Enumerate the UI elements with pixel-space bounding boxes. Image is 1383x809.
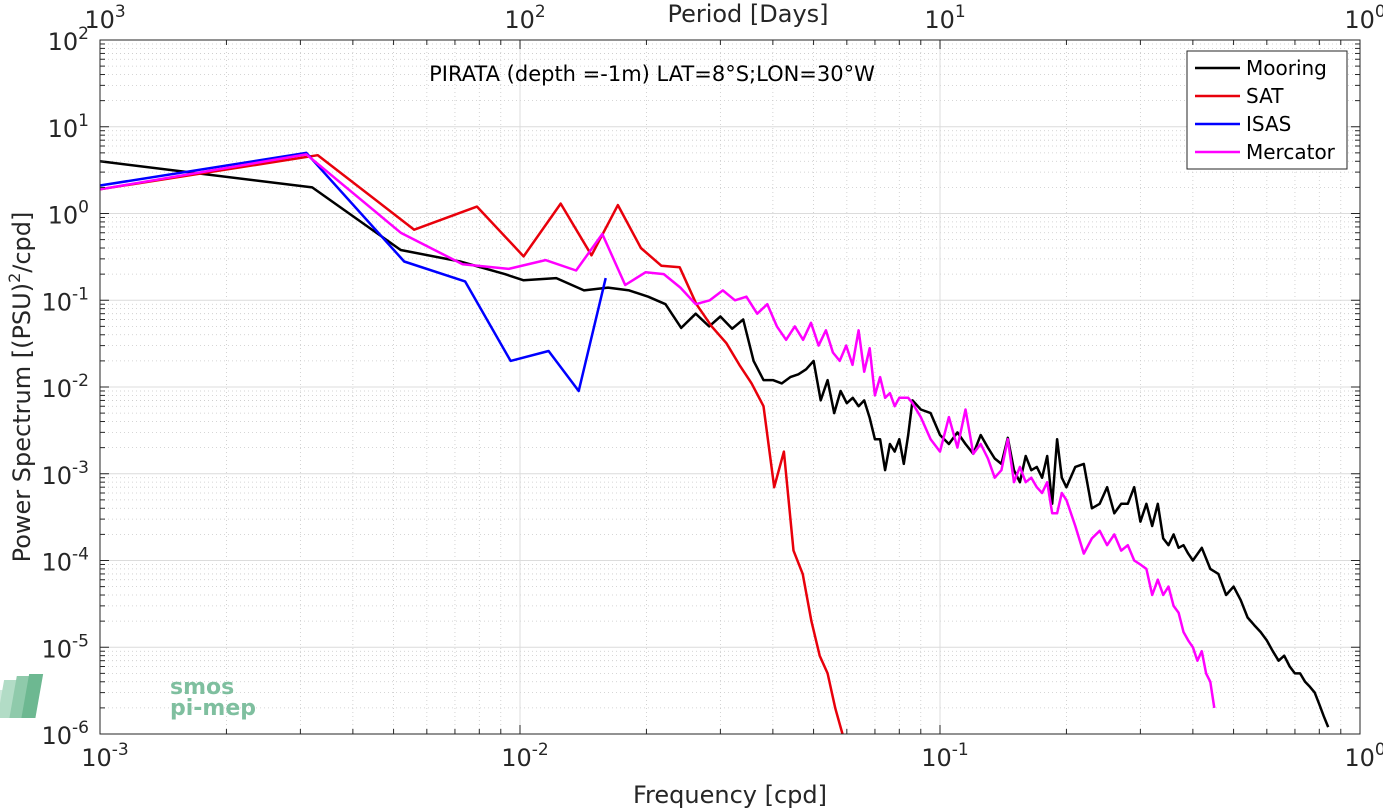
top-tick-label: 103: [84, 2, 125, 34]
top-tick-label: 101: [924, 2, 965, 34]
legend-label-isas: ISAS: [1246, 112, 1291, 136]
logo-text-pimep: pi-mep: [170, 696, 256, 721]
legend-label-sat: SAT: [1246, 84, 1284, 108]
y-axis-label-exponent: 2: [5, 273, 24, 283]
x-tick-labels: 10-3 10-2 10-1 100: [81, 740, 1383, 772]
series-line-mooring: [99, 160, 1330, 728]
y-tick-label: 10-4: [42, 545, 90, 577]
y-tick-labels: 10-6 10-5 10-4 10-3 10-2 10-1 100 101 102: [42, 24, 90, 750]
top-tick-label: 102: [504, 2, 545, 34]
series-line-mercator: [99, 153, 1216, 709]
y-axis-label-main: Power Spectrum [(PSU): [8, 283, 36, 562]
chart-title: PIRATA (depth =-1m) LAT=8°S;LON=30°W: [429, 62, 875, 86]
x-tick-label: 10-1: [921, 740, 969, 772]
top-tick-label: 100: [1344, 2, 1383, 34]
legend-label-mercator: Mercator: [1246, 140, 1336, 164]
tick-marks: [99, 39, 1361, 735]
top-tick-labels: 103 102 101 100: [84, 2, 1383, 34]
legend-label-mooring: Mooring: [1246, 56, 1327, 80]
series-layer: [99, 151, 1330, 735]
x-tick-label: 10-2: [501, 740, 549, 772]
smos-pimep-logo: smos pi-mep: [0, 674, 256, 721]
y-tick-label: 100: [48, 198, 89, 230]
y-tick-label: 10-6: [42, 718, 90, 750]
y-tick-label: 10-3: [42, 458, 90, 490]
series-line-isas: [99, 151, 607, 393]
y-tick-label: 10-1: [42, 284, 90, 316]
y-tick-label: 102: [48, 24, 89, 56]
y-tick-label: 101: [48, 111, 89, 143]
x-tick-label: 10-3: [81, 740, 129, 772]
x-tick-label: 100: [1344, 740, 1383, 772]
series-line-sat: [99, 153, 844, 735]
y-tick-label: 10-2: [42, 371, 90, 403]
legend-box: [1186, 50, 1348, 170]
y-tick-label: 10-5: [42, 631, 90, 663]
legend: Mooring SAT ISAS Mercator: [1186, 50, 1348, 170]
logo-text-smos: smos: [170, 675, 234, 700]
y-axis-label-unit: /cpd]: [8, 212, 36, 273]
y-axis-label: Power Spectrum [(PSU)2/cpd]: [5, 212, 36, 563]
major-grid: [99, 39, 1361, 735]
top-axis-label: Period [Days]: [667, 0, 828, 28]
x-axis-label: Frequency [cpd]: [633, 781, 827, 809]
